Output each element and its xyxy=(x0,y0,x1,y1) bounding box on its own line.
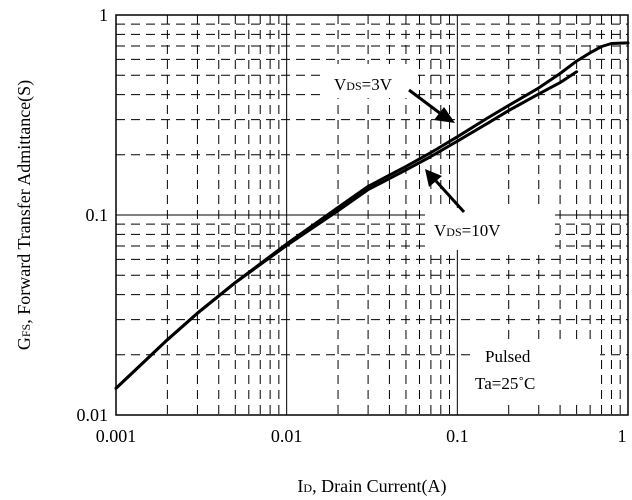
x-tick-label: 0.1 xyxy=(446,426,469,446)
x-tick-label: 1 xyxy=(618,426,627,446)
series-line-vds-10v xyxy=(114,70,579,390)
y-tick-label: 1 xyxy=(99,5,108,25)
vds10-label: VDS=10V xyxy=(434,221,501,240)
conditions-temperature: Ta=25˚C xyxy=(475,374,535,393)
y-tick-label: 0.1 xyxy=(86,205,109,225)
x-axis-label: ID, Drain Current(A) xyxy=(297,476,446,497)
conditions-background xyxy=(470,340,600,400)
plot-frame xyxy=(115,14,629,416)
y-axis-label: GFS, Forward Transfer Admittance(S) xyxy=(14,80,35,350)
vds3-arrow-shaft xyxy=(408,88,442,116)
vds3-arrow-head xyxy=(434,107,455,123)
vds10-label-background xyxy=(425,208,555,250)
vds10-arrow-head xyxy=(425,169,442,187)
x-tick-label: 0.01 xyxy=(271,426,303,446)
vds10-arrow-shaft xyxy=(434,179,466,214)
vds3-label-background xyxy=(322,64,418,98)
series-lines xyxy=(114,41,630,390)
conditions-pulsed: Pulsed xyxy=(485,347,531,366)
tick-labels: 0.001 0.01 0.1 10.010.11 xyxy=(77,5,627,446)
x-tick-label: 0.001 xyxy=(96,426,137,446)
y-tick-label: 0.01 xyxy=(77,405,109,425)
vds3-label: VDS=3V xyxy=(334,75,393,94)
